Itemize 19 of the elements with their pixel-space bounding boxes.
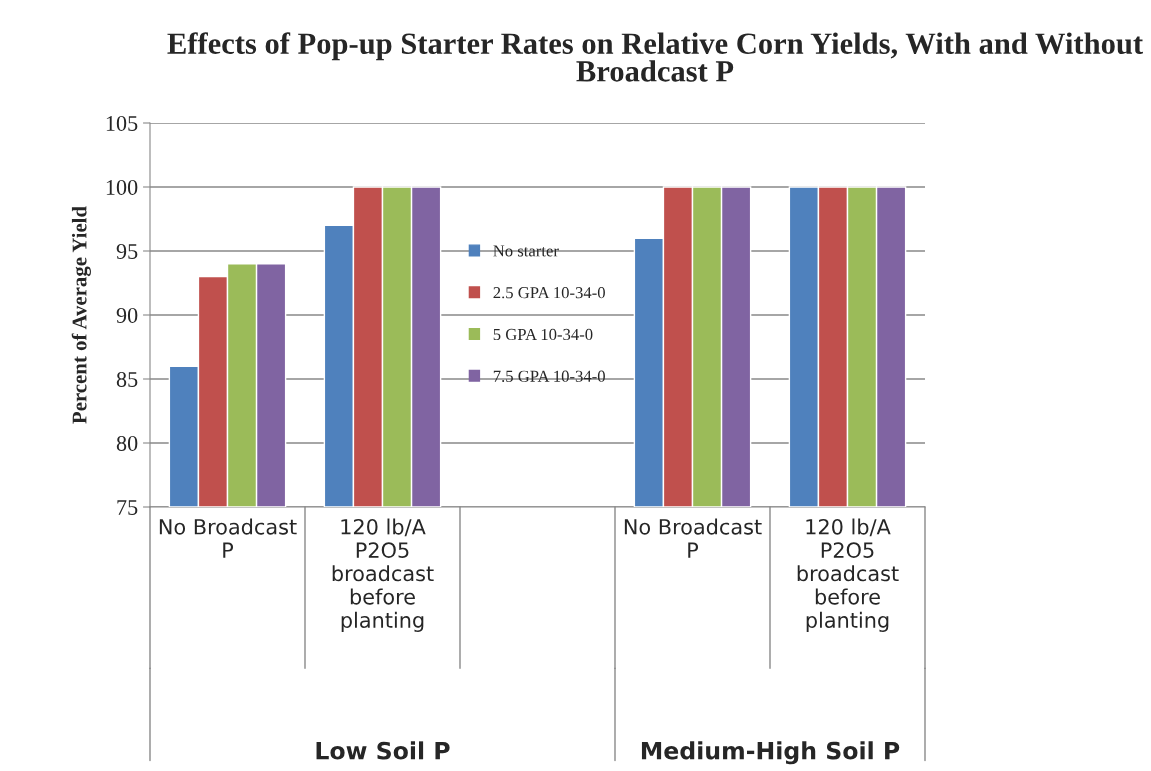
text: Low Soil P bbox=[316, 741, 450, 760]
x-tick-label: No Broadcast P bbox=[159, 518, 297, 558]
legend-label: 7.5 GPA 10-34-0 bbox=[493, 370, 605, 382]
y-tick-label: 75 bbox=[117, 500, 138, 515]
y-tick-label: 85 bbox=[116, 371, 138, 387]
y-tick-label: 95 bbox=[116, 243, 138, 259]
legend-label: 5 GPA 10-34-0 bbox=[493, 328, 593, 341]
x-tick-label: 120 lb/A P2O5 broadcast before planting bbox=[797, 518, 899, 632]
y-axis-title: Percent of Average Yield bbox=[71, 206, 91, 424]
y-tick-label: 80 bbox=[116, 435, 138, 451]
legend-label: 2.5 GPA 10-34-0 bbox=[493, 287, 605, 299]
x-tick-label: 120 lb/A P2O5 broadcast before planting bbox=[332, 518, 434, 632]
chart-title: Effects of Pop-up Starter Rates on Relative Corn Yields, With and Without Broadcast P bbox=[167, 32, 1143, 82]
y-tick-label: 105 bbox=[106, 115, 138, 131]
y-tick-label: 100 bbox=[106, 179, 138, 195]
legend-label: No starter bbox=[493, 245, 559, 257]
x-tick-label: No Broadcast P bbox=[624, 518, 762, 558]
text: Medium-High Soil P bbox=[641, 741, 900, 765]
y-tick-label: 90 bbox=[116, 307, 138, 323]
